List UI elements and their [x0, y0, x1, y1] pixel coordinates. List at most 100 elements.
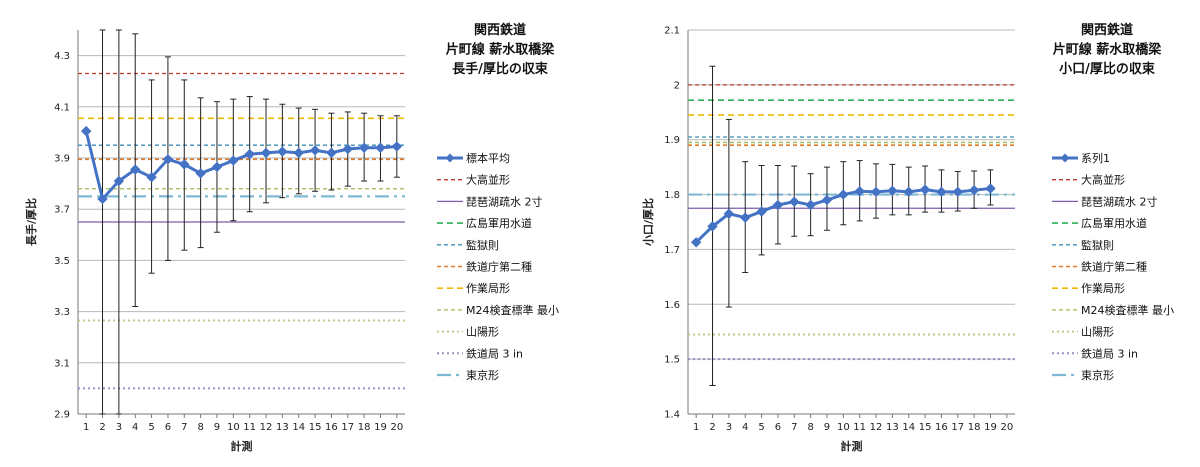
chart1-y-axis-label: 長手/厚比: [24, 198, 38, 246]
chart2-x-tick-label: 14: [902, 422, 915, 433]
chart2-x-tick-label: 8: [807, 422, 813, 433]
chart2-title-line: 関西鉄道: [1081, 22, 1133, 38]
chart1-mean-point: [130, 164, 141, 175]
chart1-mean-point: [309, 145, 321, 156]
chart2-mean-point: [740, 212, 751, 223]
chart1-y-tick-label: 4.3: [54, 51, 70, 62]
chart2-x-tick-label: 13: [886, 422, 899, 433]
chart1-mean-point: [179, 159, 190, 170]
chart1-legend-label: 広島軍用水道: [466, 216, 532, 230]
chart1-legend-label: 山陽形: [466, 326, 499, 339]
chart1-x-tick-label: 13: [276, 422, 289, 433]
chart1-mean-point: [342, 143, 353, 155]
chart2-legend-label: 鉄道局 3 in: [1081, 346, 1138, 360]
chart2-x-axis-label: 計測: [841, 439, 863, 453]
chart1-mean-point: [375, 142, 386, 153]
chart2-y-tick-label: 1.6: [664, 300, 680, 311]
chart2-y-tick-label: 1.4: [664, 410, 680, 421]
chart2-x-tick-label: 2: [709, 422, 715, 433]
chart2-y-axis-label: 小口/厚比: [641, 198, 655, 247]
chart2-x-tick-label: 1: [693, 422, 699, 433]
chart2-mean-point: [968, 184, 980, 196]
chart2-mean-point: [707, 221, 718, 232]
chart2-mean-point: [756, 206, 767, 217]
chart1-y-tick-label: 3.3: [54, 307, 70, 318]
chart2-y-tick-label: 1.8: [664, 190, 680, 201]
chart2-legend-label: 山陽形: [1081, 326, 1114, 339]
chart1-y-tick-label: 4.1: [54, 102, 70, 113]
chart1-x-tick-label: 11: [243, 422, 256, 433]
chart2-legend-label: 大高並形: [1081, 173, 1125, 187]
chart2-mean-point: [985, 183, 996, 194]
chart1-mean-point: [97, 193, 108, 205]
chart1-x-tick-label: 17: [341, 422, 354, 433]
chart2-mean-point: [690, 237, 702, 248]
chart1-x-tick-label: 15: [309, 422, 322, 433]
chart1-legend-marker: [445, 153, 455, 163]
chart2-legend-label: 東京形: [1081, 368, 1114, 382]
chart1-mean-point: [80, 125, 92, 137]
chart2-legend-marker: [1060, 153, 1070, 163]
chart1-x-tick-label: 8: [197, 422, 203, 433]
chart1-legend-label: 標本平均: [466, 151, 510, 165]
chart2-x-tick-label: 3: [726, 422, 732, 433]
chart1-x-axis-label: 計測: [231, 439, 253, 453]
chart2-y-tick-label: 2: [674, 80, 680, 91]
chart2-x-tick-label: 15: [919, 422, 932, 433]
chart1-mean-point: [162, 154, 174, 165]
chart1-x-tick-label: 7: [181, 422, 187, 433]
chart1-y-tick-label: 2.9: [54, 410, 70, 421]
chart2-x-tick-label: 17: [951, 422, 964, 433]
chart1-x-tick-label: 4: [132, 422, 138, 433]
chart1-mean-point: [326, 147, 337, 159]
chart1-x-tick-label: 12: [260, 422, 273, 433]
chart1-mean-point: [293, 147, 304, 159]
chart2-y-tick-label: 1.7: [664, 245, 680, 256]
chart2-legend-label: 作業局形: [1081, 282, 1125, 295]
chart2-x-tick-label: 11: [853, 422, 866, 433]
chart1-title-line: 長手/厚比の収束: [452, 61, 549, 77]
chart2-mean-point: [772, 199, 784, 211]
chart1-mean-point: [211, 161, 223, 173]
chart2-legend-label: 系列1: [1081, 151, 1110, 165]
chart2-mean-point: [903, 186, 914, 198]
chart1-mean-point: [244, 148, 255, 160]
chart2-x-tick-label: 18: [968, 422, 981, 433]
chart2-x-tick-label: 12: [870, 422, 883, 433]
chart1-x-tick-label: 19: [374, 422, 387, 433]
chart1-legend-label: 鉄道庁第二種: [466, 260, 532, 274]
chart2-mean-point: [723, 208, 735, 219]
chart2-mean-point: [870, 186, 882, 198]
chart2-y-tick-label: 1.9: [664, 135, 680, 146]
chart2-legend-label: 監獄則: [1081, 238, 1114, 252]
chart2-mean-point: [936, 186, 947, 198]
chart1-x-tick-label: 18: [358, 422, 371, 433]
chart1-y-tick-label: 3.7: [54, 205, 70, 216]
chart1-title-line: 片町線 薪水取橋梁: [446, 42, 556, 58]
chart2-title-line: 小口/厚比の収束: [1059, 61, 1156, 77]
chart1-legend-label: 作業局形: [466, 282, 510, 295]
chart1-x-tick-label: 5: [148, 422, 154, 433]
chart2-mean-point: [919, 184, 931, 195]
chart1-mean-point: [113, 175, 125, 187]
chart2-legend-label: 琵琶湖疏水 2寸: [1081, 194, 1158, 208]
chart2-x-tick-label: 9: [824, 422, 830, 433]
chart1-mean-point: [228, 155, 239, 166]
chart1-legend-label: 鉄道局 3 in: [466, 346, 523, 360]
chart1-title-line: 関西鉄道: [474, 22, 526, 38]
chart1-mean-point: [391, 141, 403, 152]
chart2-x-tick-label: 10: [837, 422, 850, 433]
chart2-mean-point: [805, 199, 816, 211]
chart2-y-tick-label: 1.5: [664, 355, 680, 366]
chart1-mean-point: [358, 142, 370, 153]
chart1-legend-label: 大高並形: [466, 173, 510, 187]
chart1-legend-label: 琵琶湖疏水 2寸: [466, 194, 543, 208]
chart2-x-tick-label: 19: [984, 422, 997, 433]
chart1-y-tick-label: 3.1: [54, 358, 70, 369]
chart1-mean-point: [195, 168, 206, 179]
chart2-x-tick-label: 20: [1000, 422, 1013, 433]
chart1-mean-point: [277, 146, 288, 157]
chart2-legend-label: 広島軍用水道: [1081, 216, 1147, 230]
